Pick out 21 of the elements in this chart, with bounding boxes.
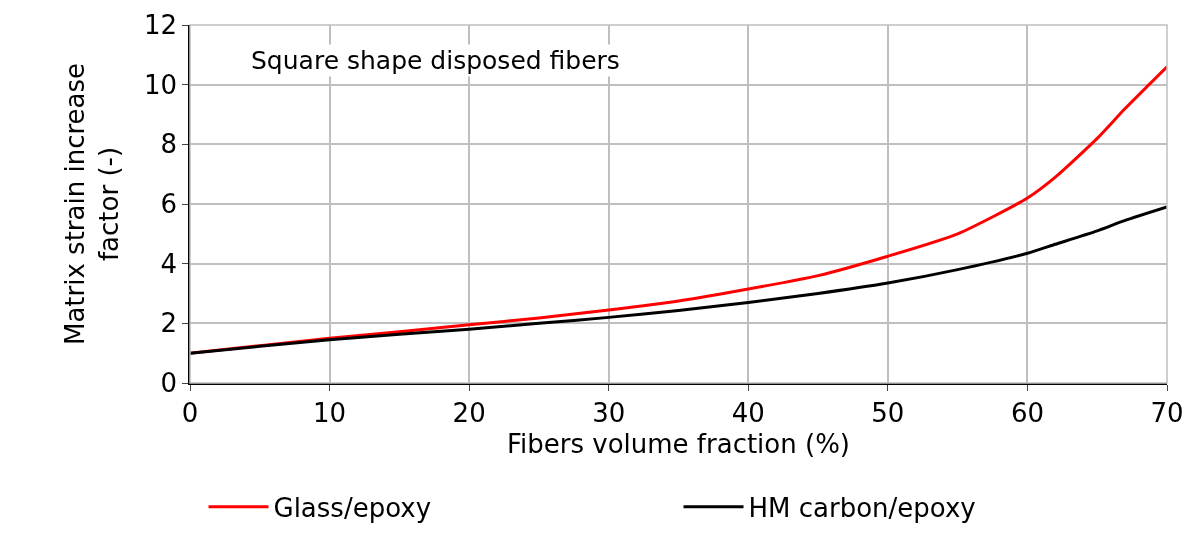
x-tick-label: 30 [592,397,626,428]
y-tick-label: 4 [160,248,178,279]
legend-label: Glass/epoxy [273,492,432,523]
x-axis-title: Fibers volume fraction (%) [506,429,851,460]
y-tick-label: 8 [160,129,178,160]
y-axis-title: Matrix strain increase factor (-) [60,62,124,346]
line-series [190,205,1167,355]
x-tick-label: 40 [731,397,765,428]
x-tick-label: 0 [181,397,199,428]
x-tick-label: 10 [313,397,347,428]
y-tick-label: 2 [160,308,178,339]
legend-label: HM carbon/epoxy [748,492,976,523]
x-tick-label: 60 [1010,397,1044,428]
y-tick-label: 12 [143,10,178,41]
x-tick-label: 20 [452,397,486,428]
annotation: Square shape disposed fibers [251,46,620,75]
y-tick-label: 6 [160,189,178,220]
x-tick-label: 70 [1150,397,1184,428]
x-tick-label: 50 [871,397,905,428]
y-tick-label: 0 [160,368,178,399]
y-tick-label: 10 [143,69,178,100]
